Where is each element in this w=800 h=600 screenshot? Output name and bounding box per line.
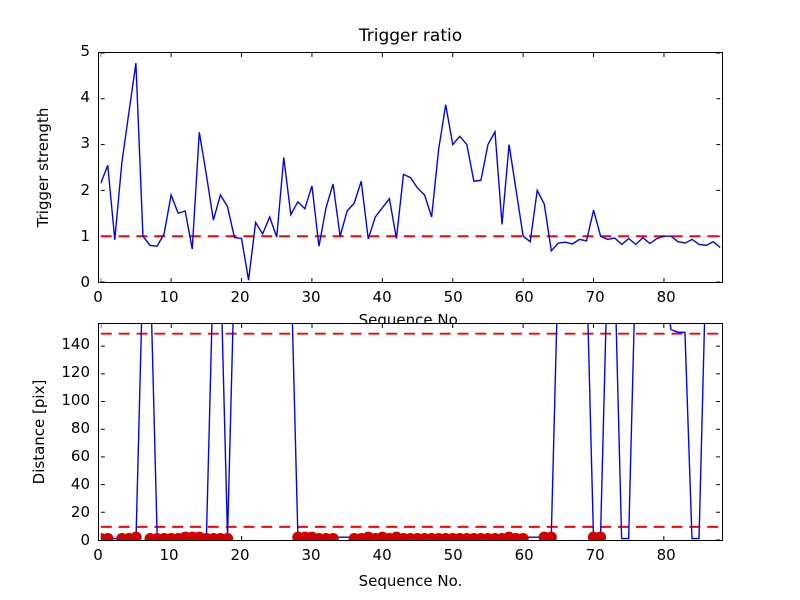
top-chart-xtick-label: 70 bbox=[585, 288, 605, 306]
top-chart-ytick-label: 0 bbox=[80, 273, 90, 291]
top-chart-xtick-label: 50 bbox=[443, 288, 463, 306]
top-chart-xtick-label: 0 bbox=[93, 288, 103, 306]
bottom-chart-xtick-label: 40 bbox=[372, 546, 392, 564]
top-chart-title: Trigger ratio bbox=[358, 26, 463, 46]
bottom-chart-xtick-label: 70 bbox=[585, 546, 605, 564]
bottom-chart-xtick-label: 30 bbox=[301, 546, 321, 564]
bottom-chart-ytick-label: 140 bbox=[61, 335, 90, 354]
bottom-chart-ytick-label: 80 bbox=[70, 419, 90, 438]
top-chart-ytick-label: 2 bbox=[80, 180, 90, 199]
top-chart-ytick-label: 4 bbox=[80, 88, 90, 107]
top-chart-ytick-label: 1 bbox=[80, 226, 90, 245]
top-chart-xtick-label: 30 bbox=[301, 288, 321, 306]
bottom-chart-xtick-label: 0 bbox=[93, 546, 103, 564]
bottom-chart-xtick-label: 60 bbox=[514, 546, 534, 564]
bottom-chart-ytick-label: 60 bbox=[70, 447, 90, 466]
bottom-chart-xtick-label: 10 bbox=[159, 546, 179, 564]
top-chart-plot-area bbox=[98, 52, 723, 283]
bottom-chart-ytick-label: 0 bbox=[80, 531, 90, 549]
bottom-chart-plot-area bbox=[98, 323, 723, 541]
bottom-chart-xtick-label: 80 bbox=[656, 546, 676, 564]
bottom-chart-ytick-label: 20 bbox=[70, 503, 90, 522]
top-chart-ytick-label: 3 bbox=[80, 134, 90, 153]
top-chart-xtick-label: 80 bbox=[656, 288, 676, 306]
top-chart-xtick-label: 60 bbox=[514, 288, 534, 306]
bottom-chart-xtick-label: 50 bbox=[443, 546, 463, 564]
bottom-chart-ytick-label: 40 bbox=[70, 475, 90, 494]
top-chart-xtick-label: 40 bbox=[372, 288, 392, 306]
bottom-chart-xlabel: Sequence No. bbox=[358, 572, 463, 590]
bottom-chart-ytick-label: 100 bbox=[61, 391, 90, 410]
top-chart-xtick-label: 10 bbox=[159, 288, 179, 306]
bottom-chart-ytick-label: 120 bbox=[61, 363, 90, 382]
top-chart-ylabel: Trigger strength bbox=[34, 107, 52, 228]
top-chart-xtick-label: 20 bbox=[230, 288, 250, 306]
top-chart-ytick-label: 5 bbox=[80, 42, 90, 60]
bottom-chart-xtick-label: 20 bbox=[230, 546, 250, 564]
